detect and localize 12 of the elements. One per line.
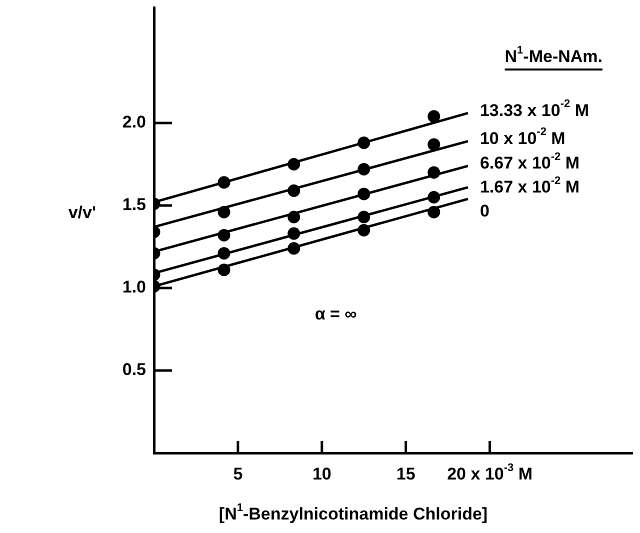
x-tick-label: 15 xyxy=(396,464,416,484)
x-tick-label: 10 xyxy=(312,464,332,484)
y-tick-label: 1.0 xyxy=(122,278,146,297)
point xyxy=(428,138,440,151)
annotation: α = ∞ xyxy=(314,304,357,324)
y-tick-label: 2.0 xyxy=(122,112,146,132)
y-tick-label: 0.5 xyxy=(122,360,146,380)
y-axis-title: v/v' xyxy=(68,203,96,222)
x-tick-label: 5 xyxy=(233,464,243,484)
y-tick-label: 1.5 xyxy=(122,195,146,214)
series-label: 0 xyxy=(480,202,490,221)
point xyxy=(428,110,440,123)
